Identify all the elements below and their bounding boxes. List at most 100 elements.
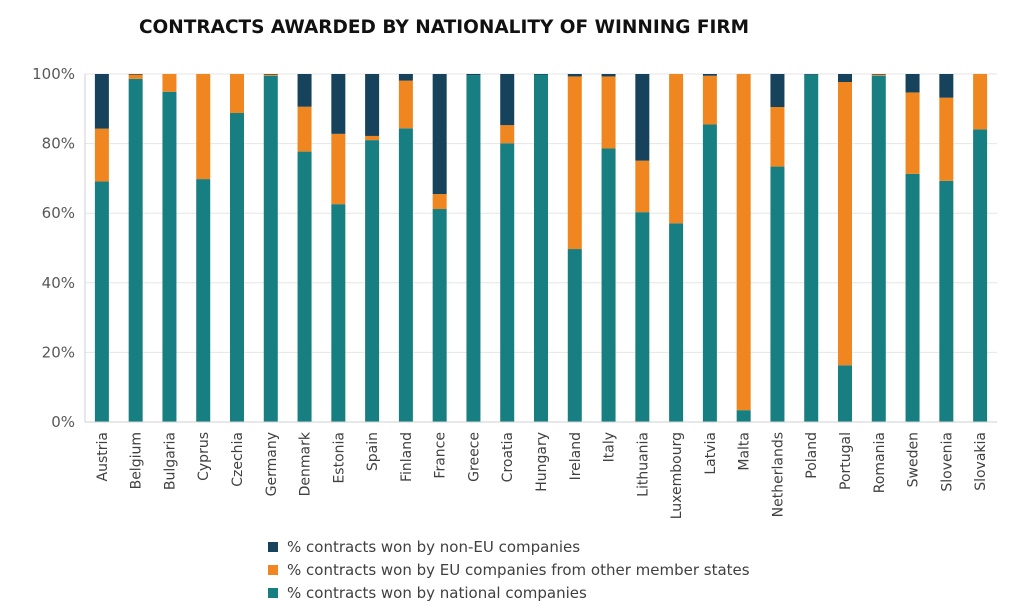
x-tick-label: Netherlands — [770, 432, 786, 517]
y-tick-label: 100% — [32, 65, 75, 83]
x-tick-label: Malta — [737, 432, 753, 471]
x-tick-label: Spain — [365, 432, 381, 471]
bar-stack-france — [432, 74, 447, 422]
bar-segment-national — [905, 173, 920, 422]
bar-stack-hungary — [534, 74, 548, 423]
x-tick-label: Hungary — [534, 432, 550, 492]
legend-label-eu-other: % contracts won by EU companies from oth… — [287, 560, 750, 579]
bar-segment-national — [838, 365, 852, 422]
bar-segment-eu-other — [669, 74, 684, 224]
bar-segment-national — [263, 75, 278, 423]
bar-stack-slovenia — [939, 74, 954, 422]
bar-segment-non-eu — [297, 74, 312, 107]
legend: % contracts won by non-EU companies % co… — [268, 535, 750, 604]
bar-segment-national — [770, 166, 785, 422]
x-tick-label: Germany — [264, 432, 280, 496]
bar-segment-national — [534, 74, 548, 423]
bar-segment-eu-other — [331, 133, 346, 205]
bar-segment-eu-other — [398, 80, 413, 129]
bar-segment-eu-other — [128, 74, 143, 79]
bar-segment-eu-other — [939, 97, 954, 181]
bar-segment-national — [669, 223, 684, 422]
bar-segment-non-eu — [128, 74, 143, 75]
chart-title: CONTRACTS AWARDED BY NATIONALITY OF WINN… — [138, 17, 750, 38]
y-tick-label: 60% — [42, 204, 75, 222]
bar-segment-national — [702, 124, 717, 423]
bar-segment-eu-other — [230, 74, 244, 113]
bar-segment-non-eu — [601, 74, 616, 77]
bar-segment-eu-other — [871, 74, 886, 76]
bar-segment-non-eu — [331, 74, 346, 134]
bar-stack-portugal — [838, 74, 852, 422]
bar-segment-non-eu — [635, 74, 650, 161]
bar-segment-non-eu — [500, 74, 515, 126]
bar-stack-spain — [365, 74, 380, 422]
legend-label-national: % contracts won by national companies — [287, 583, 587, 602]
bar-segment-non-eu — [939, 74, 954, 98]
bar-stack-czechia — [230, 74, 244, 422]
bar-stack-austria — [94, 74, 109, 422]
x-tick-label: Czechia — [230, 432, 246, 487]
x-tick-label: Bulgaria — [162, 432, 178, 490]
bar-segment-eu-other — [263, 74, 278, 76]
bar-segment-non-eu — [432, 74, 447, 195]
x-tick-label: Portugal — [838, 432, 854, 490]
bar-segment-national — [567, 249, 582, 422]
y-tick-label: 20% — [42, 343, 75, 361]
bar-segment-eu-other — [567, 76, 582, 250]
bar-segment-national — [331, 204, 346, 422]
bar-segment-non-eu — [466, 74, 481, 76]
bar-segment-eu-other — [601, 76, 616, 149]
bar-segment-national — [432, 209, 447, 422]
bar-segment-national — [297, 151, 312, 422]
bar-stack-finland — [398, 74, 413, 422]
x-tick-label: Poland — [804, 432, 820, 479]
bar-segment-eu-other — [736, 74, 751, 411]
bar-segment-non-eu — [365, 74, 380, 136]
y-axis-ticks: 0% 20% 40% 60% 80% 100% — [32, 65, 75, 431]
y-tick-label: 80% — [42, 135, 75, 153]
bar-segment-national — [398, 128, 413, 422]
bar-segment-non-eu — [263, 74, 278, 75]
bar-segment-national — [196, 179, 211, 422]
bar-stack-croatia — [500, 74, 515, 422]
x-tick-label: Slovenia — [939, 432, 955, 492]
bar-segment-national — [871, 75, 886, 423]
bar-segment-non-eu — [871, 74, 886, 75]
bar-stack-germany — [263, 74, 278, 423]
x-tick-label: Estonia — [331, 432, 347, 484]
x-tick-label: Romania — [872, 432, 888, 493]
bars — [94, 74, 988, 423]
bar-segment-national — [973, 129, 988, 422]
bar-segment-eu-other — [196, 74, 211, 180]
x-tick-label: Finland — [399, 432, 415, 482]
bar-stack-poland — [804, 74, 819, 423]
bar-segment-national — [230, 112, 244, 422]
bar-stack-lithuania — [635, 74, 650, 422]
bar-segment-eu-other — [838, 82, 852, 366]
bar-stack-estonia — [331, 74, 346, 422]
bar-segment-eu-other — [365, 135, 380, 141]
bar-segment-national — [635, 212, 650, 422]
bar-segment-national — [736, 410, 751, 422]
bar-segment-non-eu — [770, 74, 785, 108]
x-tick-label: Lithuania — [635, 432, 651, 497]
legend-label-non-eu: % contracts won by non-EU companies — [287, 537, 581, 556]
bar-stack-netherlands — [770, 74, 785, 422]
legend-swatch-national — [268, 587, 278, 598]
bar-segment-non-eu — [94, 74, 109, 129]
x-tick-label: Luxembourg — [669, 432, 685, 519]
bar-stack-latvia — [702, 74, 717, 423]
bar-segment-eu-other — [500, 125, 515, 144]
bar-segment-eu-other — [162, 74, 177, 92]
bar-stack-cyprus — [196, 74, 211, 422]
x-tick-label: Greece — [466, 432, 482, 482]
bar-segment-national — [466, 75, 481, 422]
x-tick-label: Denmark — [298, 431, 314, 496]
legend-item-eu-other: % contracts won by EU companies from oth… — [268, 558, 750, 581]
bar-stack-italy — [601, 74, 616, 423]
y-tick-label: 40% — [42, 274, 75, 292]
bar-segment-eu-other — [973, 74, 988, 130]
y-tick-label: 0% — [51, 413, 75, 431]
